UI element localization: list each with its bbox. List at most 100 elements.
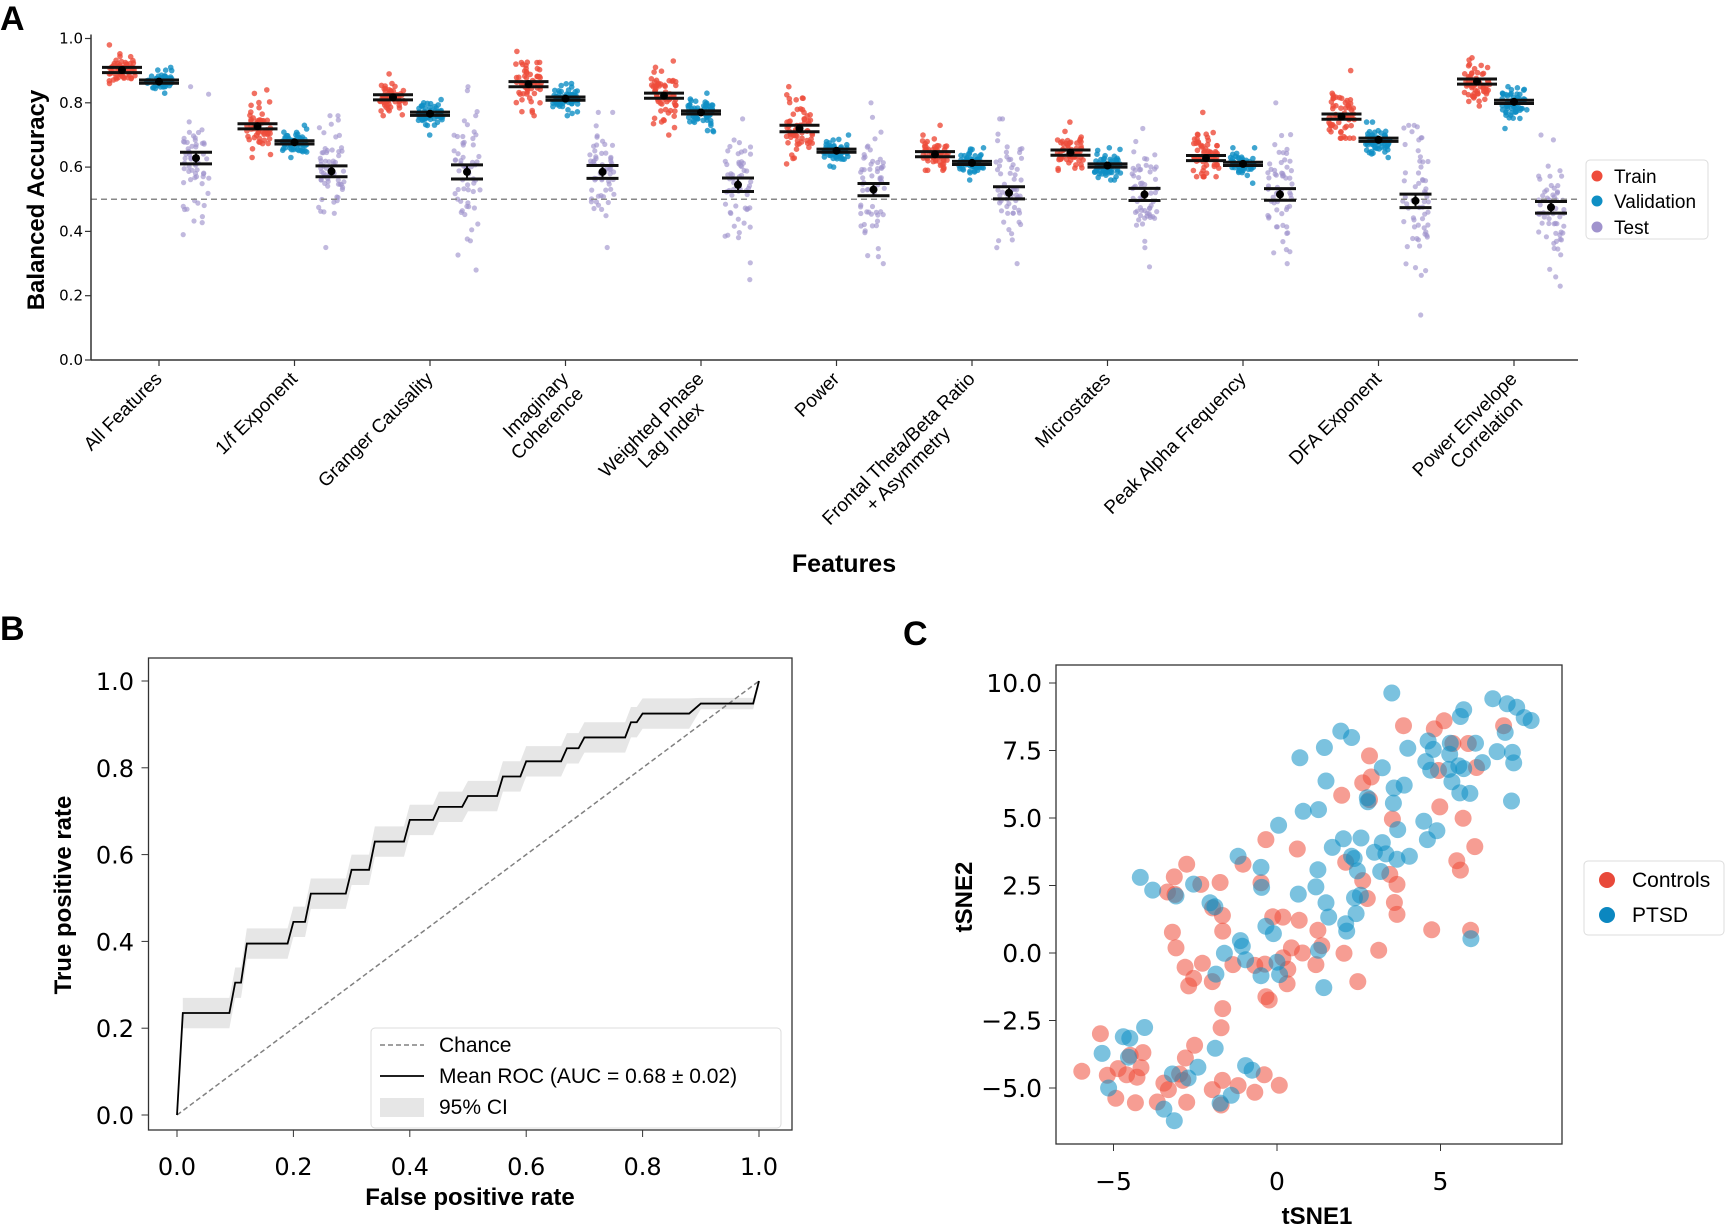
panel-label-a: A xyxy=(0,0,25,38)
data-point-validation xyxy=(710,127,716,134)
data-point-test xyxy=(878,129,884,135)
data-point-train xyxy=(1073,162,1079,168)
data-point-validation xyxy=(148,73,155,79)
data-point-test xyxy=(997,200,1003,206)
legend-marker-test xyxy=(1591,221,1603,233)
data-point-test xyxy=(455,151,461,157)
data-point-train xyxy=(1331,94,1337,100)
data-point-controls xyxy=(1388,905,1406,923)
data-point-controls xyxy=(1454,809,1472,827)
data-point-test xyxy=(1553,230,1559,236)
data-point-test xyxy=(1266,175,1272,181)
data-point-controls xyxy=(1435,712,1453,730)
data-point-test xyxy=(1003,149,1010,155)
data-point-test xyxy=(1276,149,1282,155)
mean-marker xyxy=(1411,196,1420,205)
data-point-test xyxy=(1284,146,1290,152)
data-point-train xyxy=(396,102,403,109)
error-bar-train xyxy=(1050,148,1091,157)
data-point-test xyxy=(731,223,737,229)
data-point-test xyxy=(880,261,886,267)
data-point-train xyxy=(672,108,678,114)
data-point-train xyxy=(671,113,677,119)
legend-marker-ci xyxy=(380,1098,424,1117)
data-point-train xyxy=(1193,173,1200,180)
data-point-test xyxy=(1419,216,1426,222)
data-point-test xyxy=(1132,167,1138,173)
x-tick-label-line: Microstates xyxy=(1031,369,1115,453)
data-point-test xyxy=(181,135,187,141)
data-point-test xyxy=(339,186,345,192)
data-point-train xyxy=(1204,141,1211,148)
data-point-train xyxy=(940,161,947,167)
data-point-test xyxy=(322,146,328,152)
data-point-test xyxy=(995,138,1001,144)
data-point-ptsd xyxy=(1323,838,1341,856)
data-point-test xyxy=(1559,173,1565,179)
data-point-validation xyxy=(303,126,310,132)
data-point-validation xyxy=(967,148,973,154)
data-point-controls xyxy=(1260,991,1278,1009)
data-point-train xyxy=(651,69,657,75)
data-point-test xyxy=(733,203,739,209)
data-point-ptsd xyxy=(1315,739,1333,756)
data-point-controls xyxy=(1294,944,1311,962)
data-point-train xyxy=(1190,167,1197,174)
data-point-test xyxy=(591,205,597,212)
data-point-test xyxy=(595,202,602,208)
data-point-test xyxy=(1418,272,1424,278)
data-point-validation xyxy=(958,152,964,159)
data-point-test xyxy=(1019,146,1025,152)
y-tick-label: −5.0 xyxy=(981,1074,1042,1103)
data-point-test xyxy=(184,139,190,145)
data-point-test xyxy=(1417,154,1423,160)
data-point-train xyxy=(266,136,273,142)
data-point-train xyxy=(794,141,801,148)
data-point-test xyxy=(747,224,753,230)
data-point-test xyxy=(201,202,207,209)
data-point-test xyxy=(1418,164,1424,170)
data-point-train xyxy=(1213,173,1219,180)
data-point-test xyxy=(190,133,197,139)
error-bar-validation xyxy=(1358,135,1399,144)
data-point-controls xyxy=(1270,1076,1288,1094)
data-point-test xyxy=(460,142,466,148)
data-point-test xyxy=(877,156,883,162)
mean-marker xyxy=(1005,188,1013,197)
data-point-test xyxy=(603,213,609,219)
data-point-test xyxy=(605,199,611,206)
mean-marker xyxy=(155,77,163,86)
data-point-train xyxy=(943,143,950,149)
data-point-test xyxy=(318,177,324,183)
panel-a-x-axis-title: Features xyxy=(792,550,896,578)
data-point-train xyxy=(1338,129,1344,136)
x-tick-label: 0.4 xyxy=(391,1153,429,1181)
data-point-test xyxy=(316,204,322,210)
data-point-test xyxy=(875,246,881,252)
data-point-test xyxy=(880,160,886,166)
data-point-validation xyxy=(1363,119,1370,125)
data-point-test xyxy=(1288,192,1294,198)
data-point-test xyxy=(747,151,754,157)
data-point-ptsd xyxy=(1179,1069,1197,1087)
data-point-test xyxy=(744,191,750,198)
data-point-test xyxy=(1009,231,1015,237)
data-point-train xyxy=(788,134,794,141)
error-bar-test xyxy=(180,150,212,166)
mean-marker xyxy=(1202,154,1210,163)
data-point-controls xyxy=(1163,923,1181,941)
data-point-test xyxy=(206,91,212,97)
data-point-test xyxy=(1412,265,1419,271)
data-point-controls xyxy=(1349,973,1367,991)
data-point-train xyxy=(513,74,520,81)
data-point-train xyxy=(1067,119,1073,125)
data-point-train xyxy=(801,116,808,123)
data-point-test xyxy=(1550,137,1556,143)
data-point-test xyxy=(458,158,464,164)
data-point-train xyxy=(1205,148,1212,155)
data-point-train xyxy=(250,115,256,121)
data-point-ptsd xyxy=(1309,861,1327,879)
data-point-test xyxy=(735,216,741,222)
data-point-ptsd xyxy=(1484,690,1502,708)
data-point-test xyxy=(189,143,195,149)
